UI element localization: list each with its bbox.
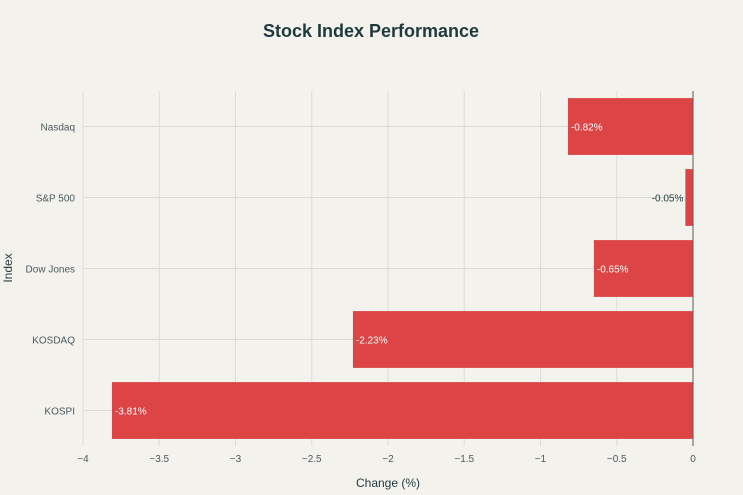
- x-tick-label: −4: [77, 454, 89, 465]
- y-tick-label: KOSDAQ: [32, 336, 75, 347]
- x-tick-label: −1.5: [454, 454, 474, 465]
- x-tick-label: −3: [230, 454, 242, 465]
- chart-title: Stock Index Performance: [263, 21, 479, 41]
- bar-value-label: -2.23%: [356, 336, 388, 347]
- bar: [352, 311, 693, 368]
- bar-value-label: -0.05%: [652, 194, 684, 205]
- x-tick-label: −1: [535, 454, 547, 465]
- y-tick-label: KOSPI: [44, 407, 75, 418]
- y-tick-labels: Nasdaq S&P 500 Dow Jones KOSDAQ KOSPI: [26, 123, 76, 418]
- bar: [685, 169, 693, 226]
- bars: -0.82% -0.05% -0.65% -2.23% -3.81%: [111, 98, 694, 439]
- bar: [567, 98, 693, 155]
- x-tick-label: −2.5: [302, 454, 322, 465]
- y-tick-label: Nasdaq: [41, 123, 75, 134]
- x-axis-title: Change (%): [356, 476, 420, 490]
- x-tick-label: 0: [690, 454, 696, 465]
- x-tick-label: −3.5: [149, 454, 169, 465]
- bar-value-label: -3.81%: [115, 407, 147, 418]
- y-axis-title: Index: [1, 253, 15, 282]
- bar: [111, 382, 694, 439]
- bar: [593, 240, 693, 297]
- y-tick-label: S&P 500: [36, 194, 76, 205]
- bar-value-label: -0.65%: [597, 265, 629, 276]
- x-tick-label: −0.5: [607, 454, 627, 465]
- x-tick-label: −2: [382, 454, 394, 465]
- x-tick-labels: −4 −3.5 −3 −2.5 −2 −1.5 −1 −0.5 0: [77, 454, 696, 465]
- bar-value-label: -0.82%: [571, 123, 603, 134]
- y-tick-label: Dow Jones: [26, 265, 75, 276]
